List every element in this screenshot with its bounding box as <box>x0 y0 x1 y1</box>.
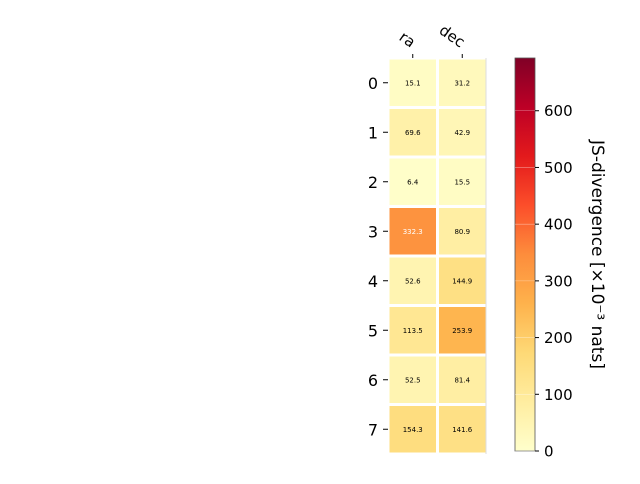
column-labels: ra dec <box>396 21 468 58</box>
colorbar-tick-label: 400 <box>544 216 573 234</box>
cell-value-label: 141.6 <box>452 426 473 434</box>
cell-value-label: 42.9 <box>454 129 470 137</box>
row-label: 2 <box>368 173 378 192</box>
cell-value-label: 154.3 <box>403 426 423 434</box>
cell-value-label: 15.1 <box>405 79 421 87</box>
row-label: 7 <box>368 420 378 439</box>
cell-value-label: 332.3 <box>403 228 423 236</box>
colorbar: 0 100 200 300 400 500 600 JS-divergence [×10⁻³ … <box>514 57 607 461</box>
row-label: 5 <box>368 321 378 340</box>
heatmap-cell <box>389 158 436 205</box>
row-label: 3 <box>368 222 378 241</box>
heatmap-cell <box>439 307 486 354</box>
cell-value-label: 113.5 <box>403 327 423 335</box>
colorbar-tick-label: 200 <box>544 329 573 347</box>
cell-value-label: 52.6 <box>405 277 421 285</box>
row-label: 1 <box>368 123 378 142</box>
colorbar-tick-label: 300 <box>544 272 573 290</box>
column-label: ra <box>396 28 419 52</box>
cell-value-label: 69.6 <box>405 129 421 137</box>
heatmap-cell <box>439 158 486 205</box>
heatmap-cell <box>389 208 436 255</box>
cell-value-label: 80.9 <box>454 228 470 236</box>
heatmap-cell <box>389 257 436 304</box>
row-label: 4 <box>368 272 378 291</box>
heatmap-cell <box>389 109 436 156</box>
cell-value-label: 6.4 <box>407 178 419 186</box>
heatmap-cell <box>439 406 486 453</box>
colorbar-gradient <box>514 57 536 452</box>
cell-value-label: 52.5 <box>405 376 421 384</box>
heatmap-cell <box>439 356 486 403</box>
colorbar-tick-label: 500 <box>544 159 573 177</box>
heatmap-cell <box>389 356 436 403</box>
colorbar-tick-label: 0 <box>544 443 554 461</box>
colorbar-tick-label: 600 <box>544 102 573 120</box>
heatmap-cells: 15.1 31.2 69.6 42.9 6.4 15.5 332.3 80.9 52.6 144.… <box>389 58 487 454</box>
heatmap-cell <box>439 59 486 106</box>
cell-value-label: 253.9 <box>452 327 472 335</box>
cell-value-label: 144.9 <box>452 277 472 285</box>
heatmap-cell <box>439 257 486 304</box>
row-label: 6 <box>368 371 378 390</box>
heatmap-cell <box>389 59 436 106</box>
column-label: dec <box>436 21 468 51</box>
heatmap-cell <box>439 109 486 156</box>
colorbar-tick-label: 100 <box>544 386 573 404</box>
row-label: 0 <box>368 74 378 93</box>
cell-value-label: 81.4 <box>454 376 470 384</box>
cell-value-label: 15.5 <box>454 178 470 186</box>
row-labels: 0 1 2 3 4 5 6 7 <box>368 74 388 439</box>
heatmap-cell <box>439 208 486 255</box>
colorbar-label: JS-divergence [×10⁻³ nats] <box>587 139 607 369</box>
cell-value-label: 31.2 <box>454 79 470 87</box>
heatmap-cell <box>389 307 436 354</box>
heatmap-cell <box>389 406 436 453</box>
